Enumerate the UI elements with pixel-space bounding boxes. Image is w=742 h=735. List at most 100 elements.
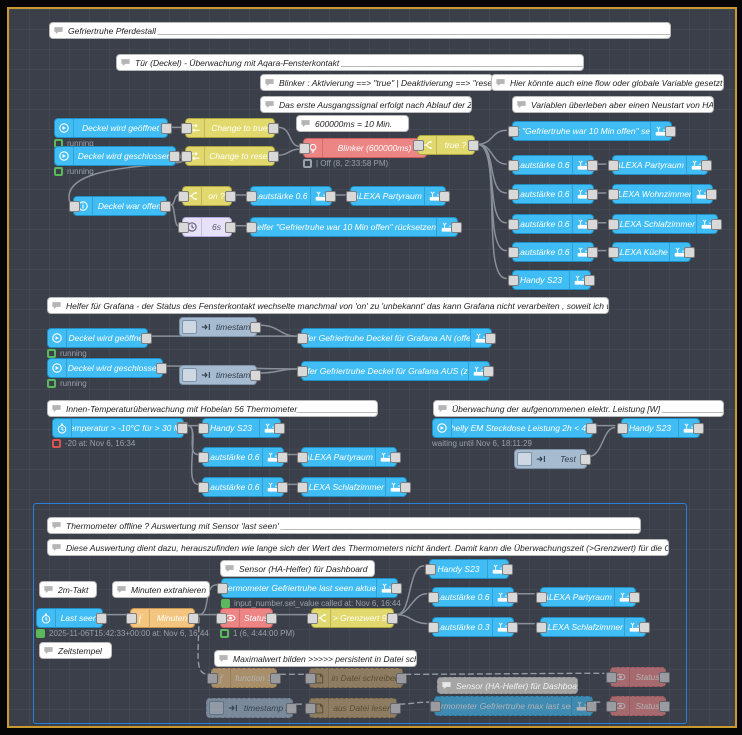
comment-tuer-section[interactable]: Tür (Deckel) - Überwachung mit Aqara-Fen… — [116, 54, 584, 71]
output-port[interactable] — [587, 219, 598, 230]
node-delay-6s[interactable]: 6s — [178, 217, 236, 237]
node-handy-s23[interactable]: Handy S23 — [508, 270, 595, 290]
input-port[interactable] — [198, 482, 209, 493]
node-inject-timestamp[interactable]: timestamp — [179, 317, 261, 337]
comment-zeitstempel[interactable]: Zeitstempel — [39, 642, 112, 659]
input-port[interactable] — [430, 701, 441, 712]
input-port[interactable] — [606, 672, 617, 683]
input-port[interactable] — [508, 160, 519, 171]
input-port[interactable] — [198, 452, 209, 463]
node-deckel-wird-geoeffnet[interactable]: Deckel wird geöffnet — [47, 328, 152, 348]
node-thermometer-last-seen-aktuell[interactable]: Thermometer Gefriertruhe last seen aktue… — [217, 578, 402, 598]
input-port[interactable] — [297, 333, 308, 344]
output-port[interactable] — [169, 151, 180, 162]
input-port[interactable] — [297, 366, 308, 377]
output-port[interactable] — [286, 703, 297, 714]
output-port[interactable] — [96, 613, 107, 624]
output-port[interactable] — [659, 672, 670, 683]
input-port[interactable] — [508, 219, 519, 230]
comment-600000ms[interactable]: 600000ms = 10 Min. — [296, 115, 409, 132]
node-handy-s23[interactable]: Handy S23 — [425, 559, 513, 579]
output-port[interactable] — [156, 363, 167, 374]
node-file-read-disabled[interactable]: aus Datei lesen — [305, 698, 401, 718]
output-port[interactable] — [268, 123, 279, 134]
node-lautstaerke[interactable]: Lautstärke 0.6 — [246, 186, 336, 206]
output-port[interactable] — [391, 583, 402, 594]
comment-temperatur-section[interactable]: Innen-Temperaturüberwachung mit Hobelan … — [47, 400, 378, 417]
node-file-write-disabled[interactable]: in Datei schreiben — [305, 668, 407, 688]
node-handy-s23[interactable]: Handy S23 — [198, 418, 285, 438]
input-port[interactable] — [198, 423, 209, 434]
output-port[interactable] — [270, 673, 281, 684]
node-function-minuten[interactable]: Minuten — [126, 608, 199, 628]
output-port[interactable] — [586, 701, 597, 712]
output-port[interactable] — [659, 701, 670, 712]
output-port[interactable] — [507, 592, 518, 603]
output-port[interactable] — [390, 452, 401, 463]
output-port[interactable] — [701, 160, 712, 171]
inject-button[interactable] — [182, 368, 197, 382]
comment-maximalwert[interactable]: Maximalwert bilden >>>>> persistent in D… — [214, 650, 417, 667]
input-port[interactable] — [181, 123, 192, 134]
output-port[interactable] — [400, 482, 411, 493]
output-port[interactable] — [141, 333, 152, 344]
output-port[interactable] — [225, 222, 236, 233]
node-blinker-trigger[interactable]: Blinker (600000ms) — [299, 138, 431, 158]
output-port[interactable] — [706, 189, 717, 200]
input-port[interactable] — [178, 191, 189, 202]
node-alexa-kueche[interactable]: ALEXA Küche — [608, 242, 695, 262]
output-port-2[interactable] — [177, 423, 188, 434]
node-inject-timestamp[interactable]: timestamp — [179, 365, 261, 385]
comment-grafana-section[interactable]: Helfer für Grafana - der Status des Fens… — [47, 297, 609, 314]
node-helfer-grafana-aus[interactable]: Helfer Gefriertruhe Deckel für Grafana A… — [297, 361, 494, 381]
node-handy-s23[interactable]: Handy S23 — [617, 418, 704, 438]
input-port[interactable] — [305, 703, 316, 714]
comment-variablen-hint[interactable]: Variablen überleben aber einen Neustart … — [512, 96, 714, 113]
input-port[interactable] — [299, 143, 310, 154]
comment-sensor-dashboard-disabled[interactable]: Sensor (HA-Helfer) für Dashboard — [437, 677, 578, 694]
node-alexa-partyraum[interactable]: ALEXA Partyraum — [297, 447, 401, 467]
input-port[interactable] — [508, 275, 519, 286]
output-port[interactable] — [250, 322, 261, 333]
comment-offline-section[interactable]: Thermometer offline ? Auswertung mit Sen… — [47, 517, 641, 534]
node-lautstaerke[interactable]: Lautstärke 0.6 — [198, 477, 288, 497]
input-port[interactable] — [307, 613, 318, 624]
output-port[interactable] — [268, 151, 279, 162]
node-helfer-ruecksetzen[interactable]: Helfer "Gefriertruhe war 10 Min offen" r… — [246, 217, 462, 237]
output-port[interactable] — [587, 189, 598, 200]
input-port[interactable] — [246, 191, 257, 202]
input-port[interactable] — [536, 592, 547, 603]
node-status-watch[interactable]: Status — [216, 608, 277, 628]
input-port[interactable] — [126, 613, 137, 624]
input-port[interactable] — [508, 189, 519, 200]
node-alexa-wohnzimmer[interactable]: ALEXA Wohnzimmer — [608, 184, 717, 204]
output-port[interactable] — [507, 622, 518, 633]
comment-leistung-section[interactable]: Überwachung der aufgenommenen elektr. Le… — [433, 400, 724, 417]
node-lautstaerke[interactable]: Lautstärke 0.6 — [508, 214, 598, 234]
node-lautstaerke[interactable]: Lautstärke 0.6 — [428, 587, 518, 607]
input-port[interactable] — [413, 140, 424, 151]
node-status-watch-disabled[interactable]: Status — [606, 667, 670, 687]
node-lautstaerke[interactable]: Lautstärke 0.6 — [508, 184, 598, 204]
output-port[interactable] — [439, 191, 450, 202]
output-port[interactable] — [639, 622, 650, 633]
node-thermometer-max-last-seen-disabled[interactable]: Thermometer Gefriertruhe max last seen — [430, 696, 597, 716]
output-port[interactable] — [277, 482, 288, 493]
node-inject-test[interactable]: Test — [514, 449, 591, 469]
input-port[interactable] — [181, 151, 192, 162]
node-switch-grenzwert[interactable]: > Grenzwert 90 — [307, 608, 398, 628]
output-port[interactable] — [266, 613, 277, 624]
input-port[interactable] — [536, 622, 547, 633]
output-port[interactable] — [451, 222, 462, 233]
output-port[interactable] — [586, 423, 597, 434]
input-port[interactable] — [508, 126, 519, 137]
output-port[interactable] — [580, 454, 591, 465]
input-port[interactable] — [207, 673, 218, 684]
node-switch-on[interactable]: on ? — [178, 186, 236, 206]
output-port[interactable] — [485, 333, 496, 344]
output-port[interactable] — [396, 673, 407, 684]
input-port[interactable] — [246, 222, 257, 233]
node-status-watch-disabled[interactable]: Status — [606, 696, 670, 716]
flow-canvas[interactable]: Gefriertruhe Pferdestall _______________… — [9, 9, 735, 726]
node-inject-timestamp-b-disabled[interactable]: timestamp b — [206, 698, 297, 718]
